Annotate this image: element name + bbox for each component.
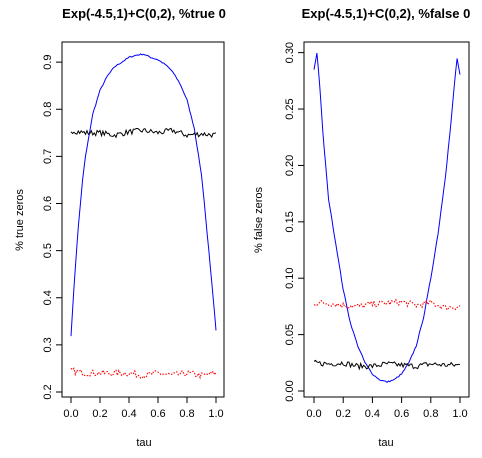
- right-x-tick-label: 0.6: [394, 408, 409, 420]
- right-chart-panel: Exp(-4.5,1)+C(0,2), %false 0 tau % false…: [253, 6, 470, 449]
- right-x-tick-label: 0.2: [336, 408, 351, 420]
- left-x-tick-label: 0.6: [150, 408, 165, 420]
- right-y-tick-label: 0.25: [284, 98, 296, 119]
- left-x-axis-label: tau: [136, 437, 151, 449]
- left-chart-panel: Exp(-4.5,1)+C(0,2), %true 0 tau % true z…: [14, 6, 226, 449]
- left-x-tick-label: 1.0: [208, 408, 223, 420]
- right-x-tick-label: 0.8: [423, 408, 438, 420]
- right-y-tick-label: 0.10: [284, 268, 296, 289]
- left-y-tick-label: 0.4: [42, 290, 54, 305]
- right-x-ticks: 0.0 0.2 0.4 0.6 0.8 1.0: [306, 397, 467, 420]
- right-y-tick-label: 0.15: [284, 211, 296, 232]
- left-y-ticks: 0.2 0.3 0.4 0.5 0.6 0.7 0.8 0.9: [42, 54, 62, 399]
- right-series-line-blue: [314, 53, 460, 382]
- left-plot-frame: [62, 42, 224, 397]
- left-y-tick-label: 0.9: [42, 54, 54, 69]
- left-series-group: [71, 54, 216, 378]
- left-y-tick-label: 0.6: [42, 196, 54, 211]
- right-series-line-red: [314, 300, 460, 310]
- right-y-tick-label: 0.30: [284, 42, 296, 63]
- left-chart-title: Exp(-4.5,1)+C(0,2), %true 0: [62, 6, 226, 21]
- right-y-tick-label: 0.00: [284, 380, 296, 401]
- left-x-tick-label: 0.8: [179, 408, 194, 420]
- left-y-tick-label: 0.7: [42, 149, 54, 164]
- left-series-line-blue: [71, 54, 216, 336]
- right-y-tick-label: 0.20: [284, 155, 296, 176]
- right-x-axis-label: tau: [378, 437, 393, 449]
- left-y-tick-label: 0.2: [42, 384, 54, 399]
- right-x-tick-label: 0.4: [365, 408, 380, 420]
- left-x-ticks: 0.0 0.2 0.4 0.6 0.8 1.0: [63, 397, 223, 420]
- left-y-axis-label: % true zeros: [14, 189, 26, 251]
- left-y-tick-label: 0.5: [42, 243, 54, 258]
- right-series-group: [314, 53, 460, 382]
- left-y-tick-label: 0.3: [42, 337, 54, 352]
- left-x-tick-label: 0.4: [121, 408, 136, 420]
- left-y-tick-label: 0.8: [42, 102, 54, 117]
- right-plot-frame: [304, 42, 469, 397]
- right-y-axis-label: % false zeros: [253, 186, 265, 253]
- left-x-tick-label: 0.2: [92, 408, 107, 420]
- right-x-tick-label: 0.0: [306, 408, 321, 420]
- left-x-tick-label: 0.0: [63, 408, 78, 420]
- right-series-line-black: [314, 360, 460, 369]
- right-y-tick-label: 0.05: [284, 324, 296, 345]
- right-x-tick-label: 1.0: [452, 408, 467, 420]
- right-y-ticks: 0.00 0.05 0.10 0.15 0.20 0.25 0.30: [284, 42, 304, 402]
- right-chart-title: Exp(-4.5,1)+C(0,2), %false 0: [302, 6, 471, 21]
- left-series-line-red: [71, 368, 216, 378]
